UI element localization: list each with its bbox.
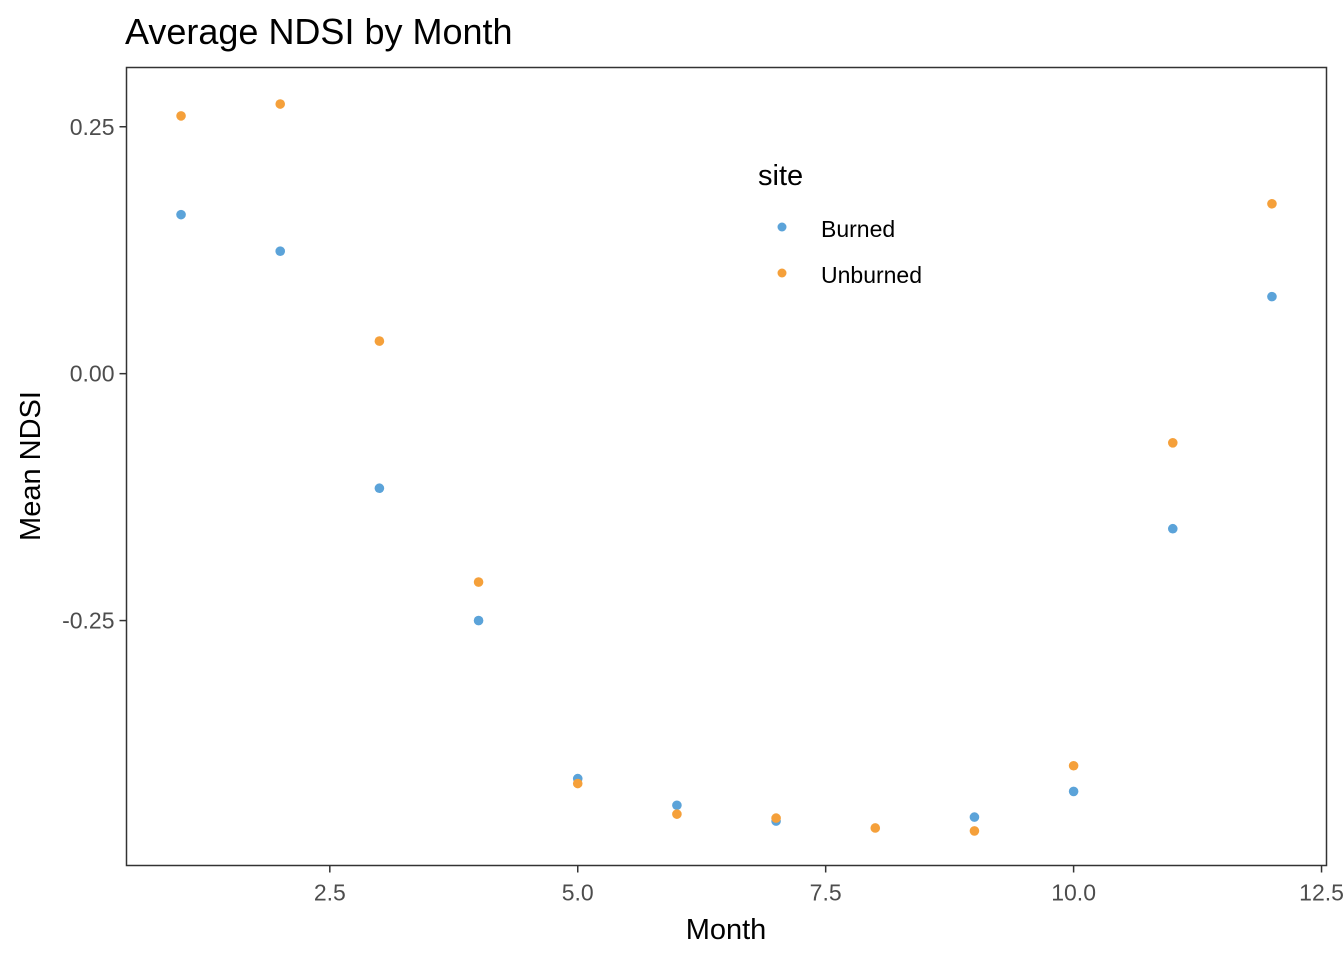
- legend-key-burned: [777, 222, 787, 232]
- y-axis: 0.25 0.00 -0.25: [62, 114, 127, 634]
- data-point-unburned: [969, 826, 980, 836]
- data-point-burned: [1068, 786, 1079, 797]
- data-point-unburned: [1267, 198, 1277, 209]
- data-point-unburned: [374, 336, 385, 346]
- x-tick-label: 12.5: [1299, 880, 1344, 906]
- data-point-unburned: [1068, 760, 1079, 771]
- data-point-burned: [1167, 523, 1178, 534]
- legend-title: site: [758, 160, 803, 192]
- data-point-unburned: [176, 111, 186, 121]
- data-point-burned: [275, 246, 286, 256]
- data-point-unburned: [572, 778, 583, 789]
- y-tick-label: 0.00: [70, 361, 115, 387]
- x-tick-label: 7.5: [810, 880, 842, 906]
- data-point-unburned: [870, 823, 881, 833]
- y-tick-label: -0.25: [62, 608, 114, 634]
- plot-panel: [125, 66, 1328, 867]
- x-tick-label: 5.0: [562, 880, 594, 906]
- data-point-unburned: [275, 99, 286, 109]
- x-axis-title: Month: [686, 914, 767, 946]
- data-point-burned: [374, 483, 385, 494]
- data-points: [176, 99, 1277, 836]
- legend: site Burned Unburned: [758, 160, 922, 288]
- legend-label-unburned: Unburned: [821, 262, 922, 288]
- y-axis-title: Mean NDSI: [15, 391, 47, 541]
- chart-title: Average NDSI by Month: [125, 11, 513, 52]
- x-tick-label: 2.5: [314, 880, 346, 906]
- x-axis: 2.5 5.0 7.5 10.0 12.5: [314, 865, 1344, 906]
- x-tick-label: 10.0: [1051, 880, 1096, 906]
- data-point-unburned: [672, 809, 682, 819]
- legend-label-burned: Burned: [821, 216, 895, 242]
- data-point-burned: [473, 615, 484, 626]
- data-point-burned: [1267, 291, 1277, 302]
- data-point-burned: [969, 812, 980, 822]
- data-point-burned: [672, 800, 682, 811]
- y-tick-label: 0.25: [70, 114, 115, 140]
- data-point-unburned: [473, 577, 484, 587]
- data-point-unburned: [1167, 437, 1178, 448]
- legend-key-unburned: [777, 268, 787, 278]
- data-point-unburned: [771, 813, 781, 823]
- data-point-burned: [176, 209, 186, 220]
